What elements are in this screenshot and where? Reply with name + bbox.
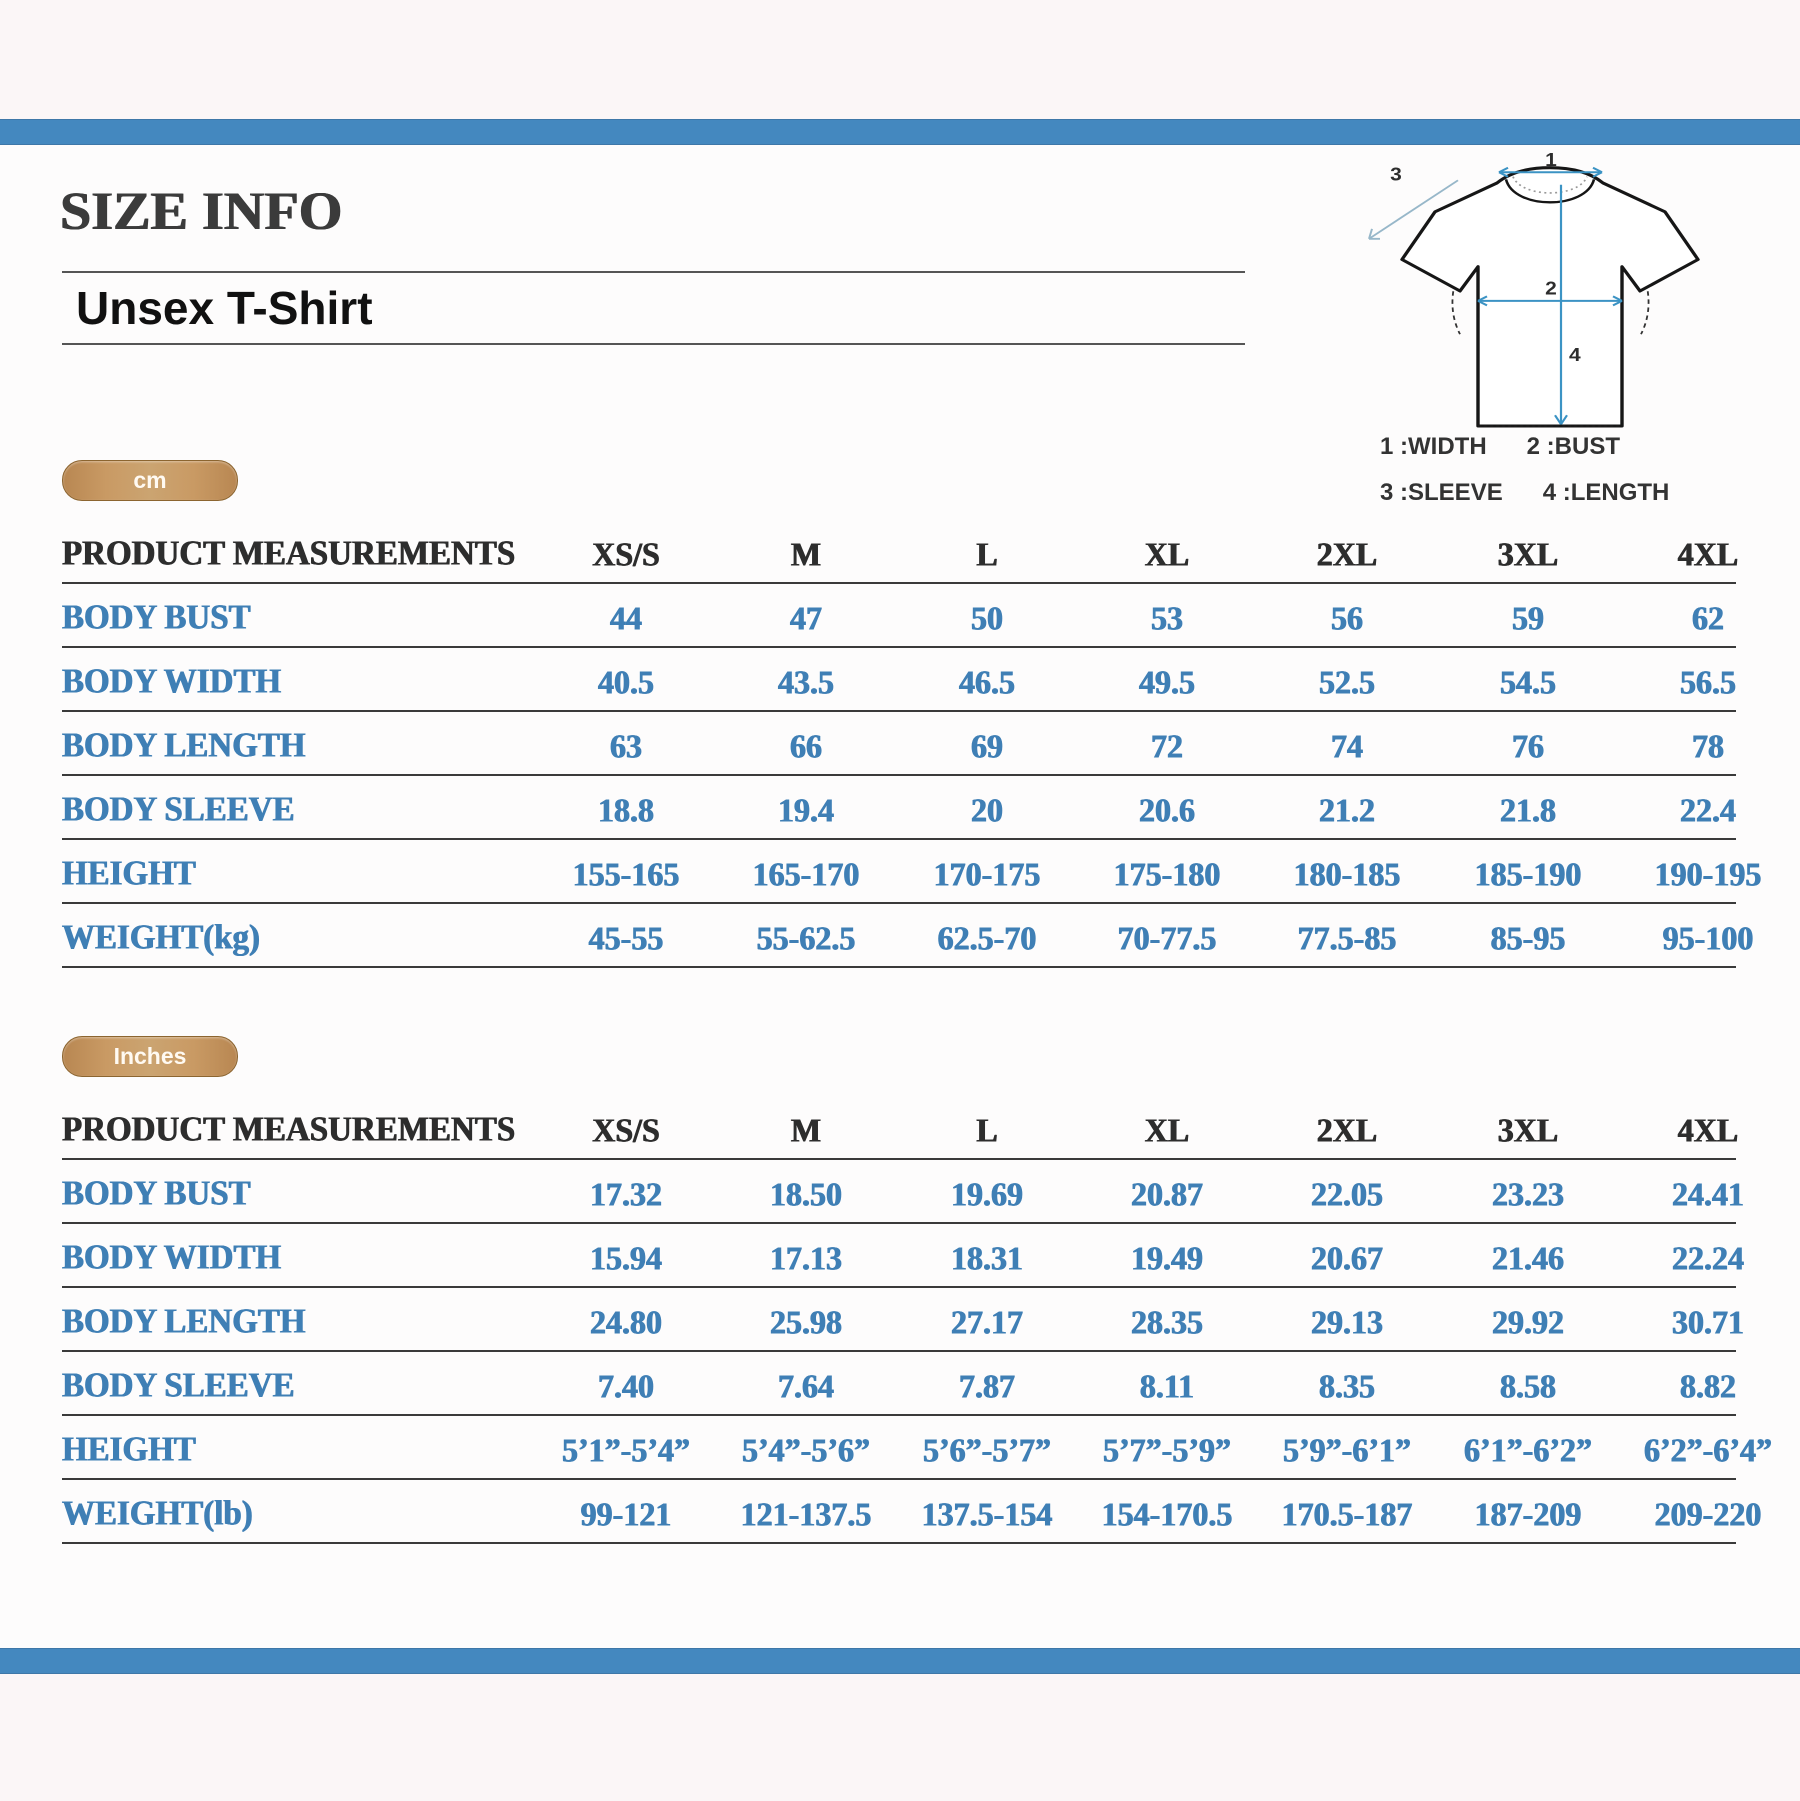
svg-text:4: 4 — [1569, 345, 1581, 366]
svg-text:3: 3 — [1390, 164, 1402, 185]
svg-text:2: 2 — [1545, 279, 1557, 300]
svg-text:1: 1 — [1545, 150, 1557, 171]
